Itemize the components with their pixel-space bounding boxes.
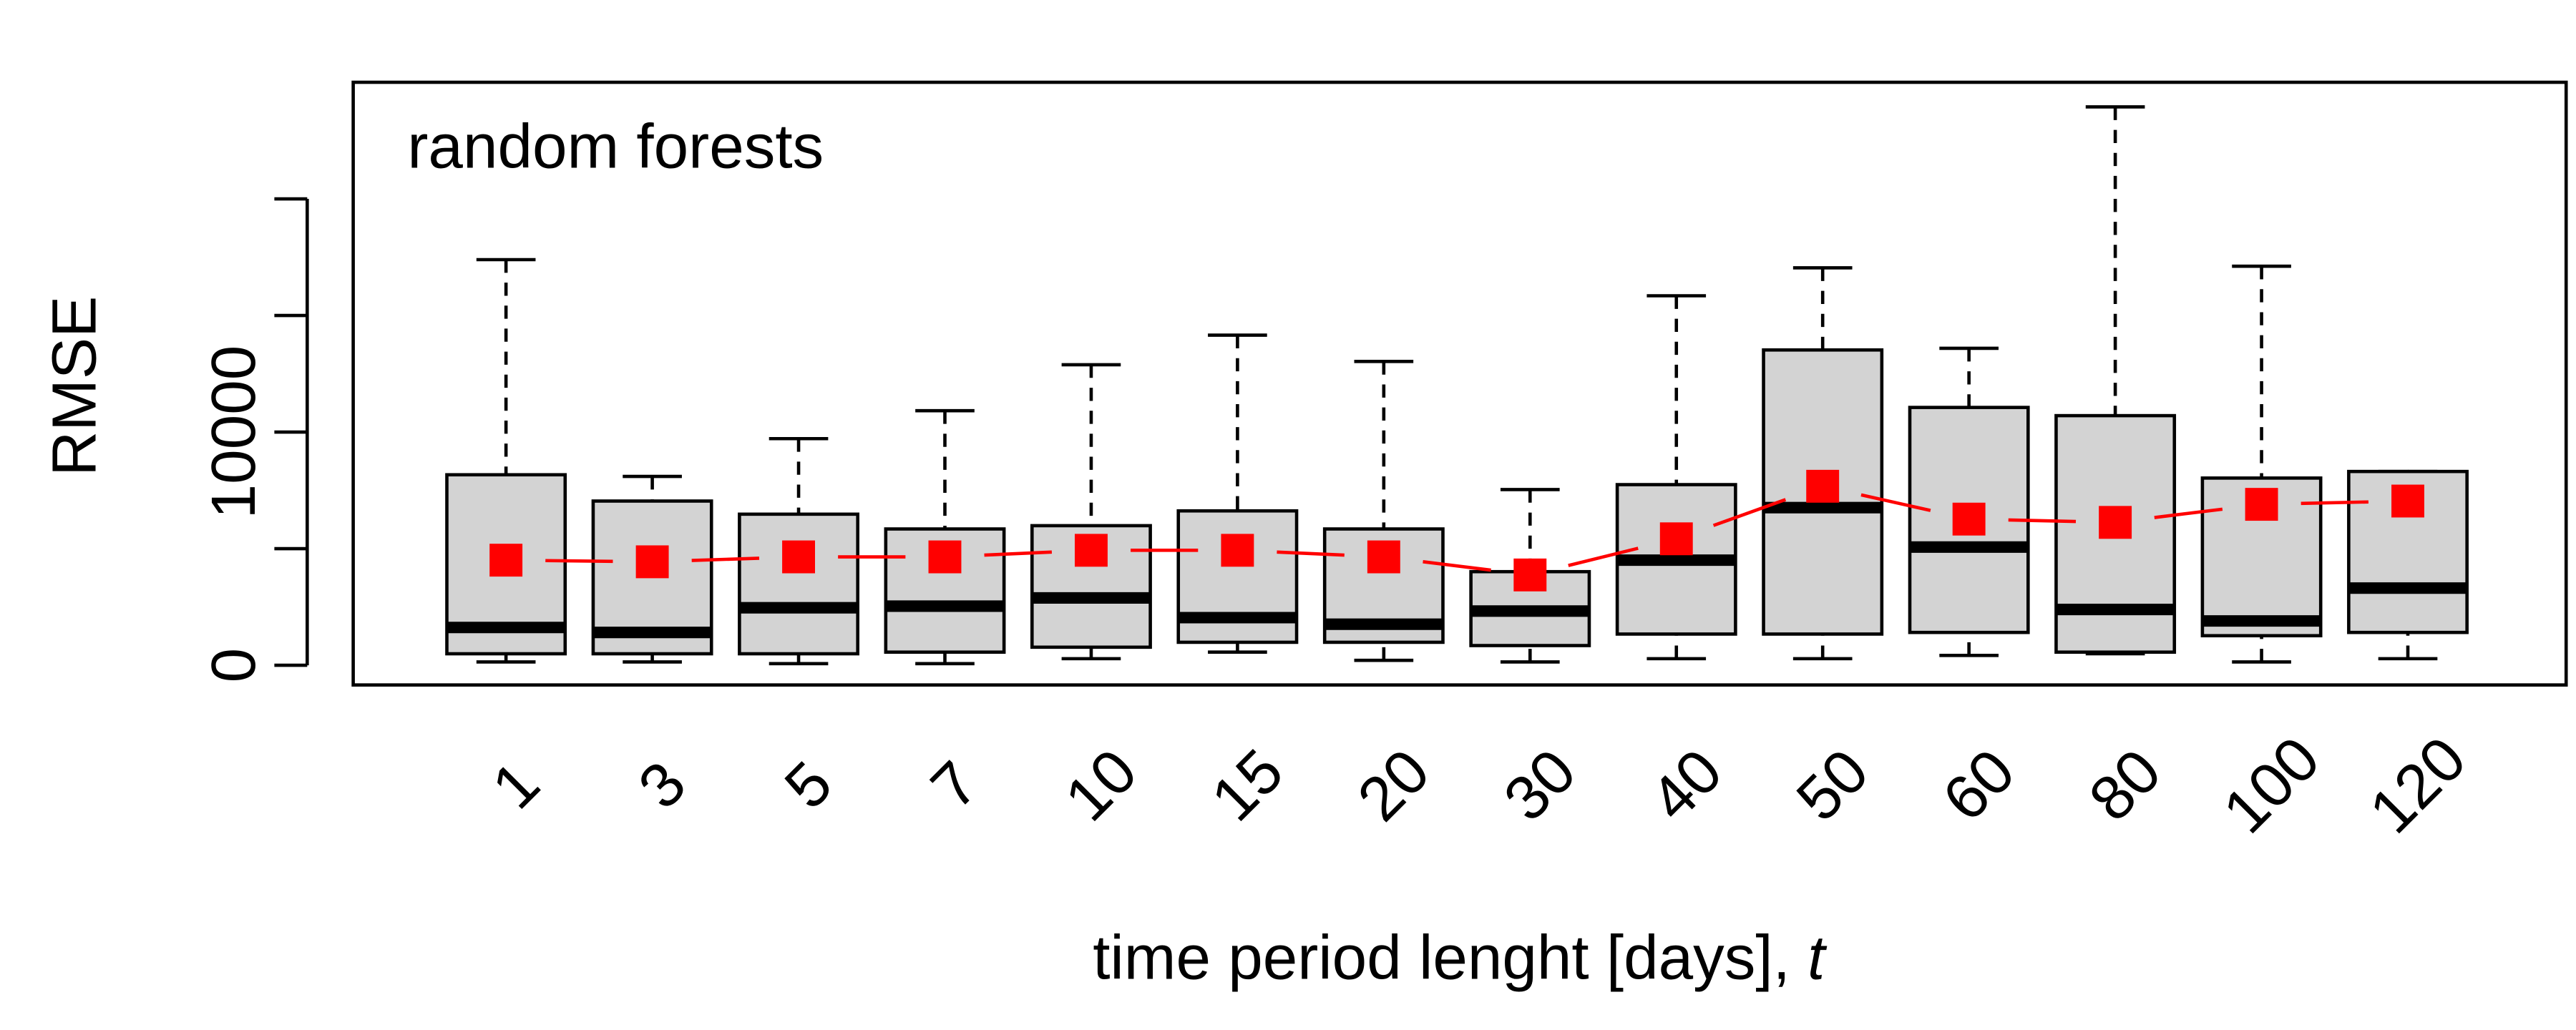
plot-frame xyxy=(351,80,2568,687)
mean-line-segment xyxy=(1277,550,1345,557)
mean-marker xyxy=(635,545,669,579)
box xyxy=(738,512,859,656)
mean-marker xyxy=(2391,484,2424,518)
x-tick-label: 20 xyxy=(1345,736,1443,834)
annotation: random forests xyxy=(407,112,824,182)
x-tick-label: 7 xyxy=(918,748,992,822)
mean-line-segment xyxy=(1423,560,1491,572)
x-tick-label: 120 xyxy=(2356,724,2479,847)
x-tick-label: 50 xyxy=(1783,736,1881,834)
x-axis-label-var: t xyxy=(1807,923,1828,993)
mean-marker xyxy=(489,544,523,577)
box xyxy=(884,527,1006,654)
mean-marker xyxy=(1513,558,1547,592)
mean-marker xyxy=(1952,502,1986,536)
x-tick-label: 100 xyxy=(2210,724,2333,847)
x-axis-label-text: time period lenght [days], xyxy=(1093,923,1790,993)
mean-line-segment xyxy=(2008,518,2077,524)
mean-marker xyxy=(1659,522,1693,556)
mean-line-segment xyxy=(1568,546,1639,567)
x-tick-label: 10 xyxy=(1052,736,1150,834)
mean-line-segment xyxy=(1860,493,1931,512)
y-tick-label: 10000 xyxy=(199,345,268,519)
x-tick-label: 80 xyxy=(2076,736,2174,834)
mean-marker xyxy=(1806,469,1840,503)
x-tick-label: 40 xyxy=(1637,736,1735,834)
mean-line-segment xyxy=(984,550,1053,557)
mean-marker xyxy=(1221,534,1254,567)
mean-marker xyxy=(782,540,816,574)
mean-marker xyxy=(2245,488,2278,521)
x-tick-label: 60 xyxy=(1930,736,2028,834)
x-axis-label: time period lenght [days], t xyxy=(1093,923,1828,993)
x-tick-label: 3 xyxy=(625,748,699,822)
mean-line-segment xyxy=(1712,498,1787,527)
x-tick-label: 15 xyxy=(1199,736,1297,834)
y-axis-label: RMSE xyxy=(39,296,109,476)
mean-line-segment xyxy=(2301,500,2368,506)
x-tick-label: 30 xyxy=(1491,736,1589,834)
mean-marker xyxy=(2099,506,2132,539)
mean-marker xyxy=(1074,534,1108,567)
y-tick-label: 0 xyxy=(199,648,268,683)
mean-marker xyxy=(1367,540,1400,574)
mean-marker xyxy=(928,540,962,574)
x-tick-label: 1 xyxy=(479,748,552,822)
x-tick-label: 5 xyxy=(771,748,845,822)
mean-line-segment xyxy=(691,556,760,562)
mean-line-segment xyxy=(2154,507,2223,519)
